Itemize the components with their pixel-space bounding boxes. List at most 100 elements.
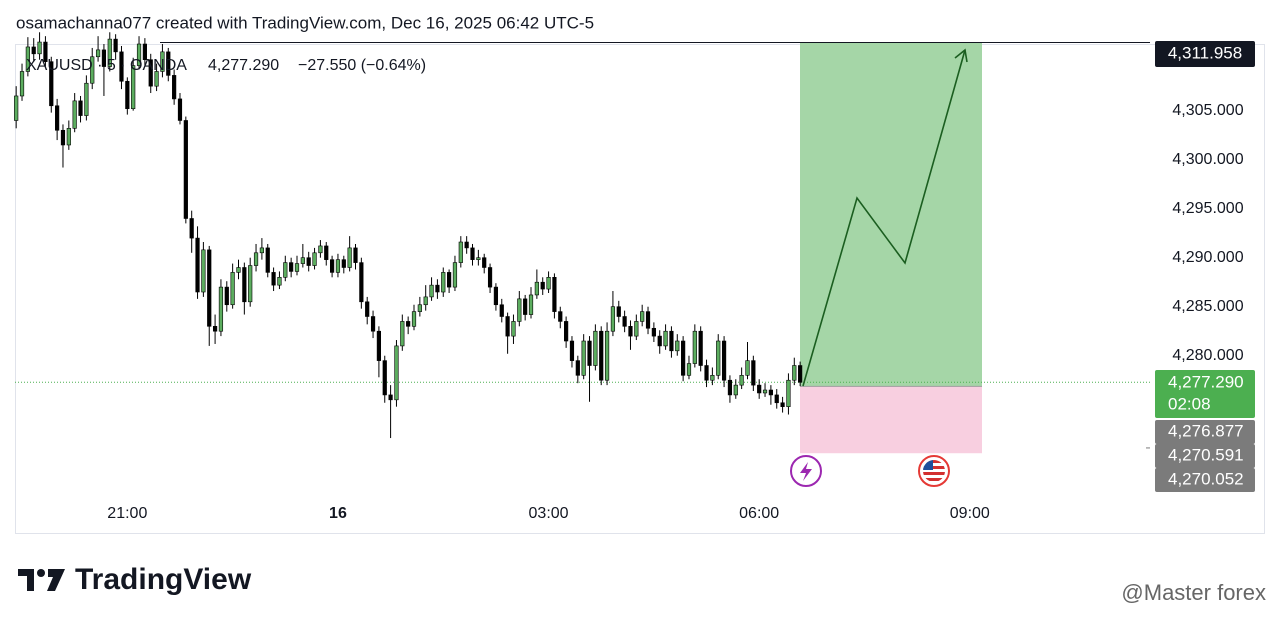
candle-body — [136, 43, 142, 66]
candle-body — [745, 360, 750, 376]
candle-body — [528, 294, 534, 315]
candle-body — [721, 340, 727, 381]
x-tick-label: 09:00 — [950, 505, 990, 522]
candle-body — [353, 247, 358, 263]
candle-body — [218, 286, 224, 332]
candle-body — [14, 95, 19, 121]
x-tick-label: 06:00 — [739, 505, 779, 522]
candle-body — [669, 330, 674, 352]
candle-body — [458, 241, 463, 263]
candle-body — [370, 316, 376, 332]
candle-body — [581, 340, 586, 376]
x-tick-label: 03:00 — [529, 505, 569, 522]
candle-body — [49, 61, 54, 107]
candle-body — [43, 41, 48, 62]
candle-body — [72, 100, 77, 129]
candle-body — [681, 340, 686, 376]
candle-body — [686, 363, 692, 376]
candle-body — [774, 394, 779, 404]
candle-body — [95, 49, 101, 58]
candle-body — [798, 365, 803, 383]
candle-body — [511, 321, 516, 337]
candle-body — [253, 252, 259, 266]
candle-body — [376, 330, 382, 361]
candle-body — [212, 326, 218, 332]
candle-body — [101, 49, 107, 67]
candle-body — [55, 105, 60, 131]
candle-body — [651, 327, 656, 337]
y-tick-label: 4,295.000 — [1172, 200, 1243, 217]
y-tick-label: 4,305.000 — [1172, 102, 1243, 119]
candle-body — [265, 247, 270, 273]
candle-body — [692, 330, 697, 364]
y-tick-label: 4,290.000 — [1172, 249, 1243, 266]
candle-body — [119, 51, 124, 82]
candle-body — [564, 321, 569, 342]
legend-symbol: XAUUSD · 5 · OANDA — [26, 57, 187, 74]
candle-body — [604, 330, 610, 381]
candle-body — [575, 360, 580, 376]
candle-body — [78, 100, 83, 116]
countdown-label: 02:08 — [1168, 394, 1211, 413]
candle-body — [616, 306, 621, 317]
candle-body — [476, 257, 481, 260]
y-tick-label: 4,280.000 — [1172, 347, 1243, 364]
stop-label-box — [1155, 468, 1255, 492]
candle-body — [429, 284, 434, 298]
candle-body — [37, 41, 42, 55]
candle-body — [183, 120, 188, 219]
candle-body — [768, 389, 773, 396]
candle-body — [166, 51, 171, 76]
candle-body — [341, 259, 346, 268]
candle-body — [248, 265, 253, 303]
candle-body — [704, 365, 709, 381]
candle-body — [394, 345, 399, 401]
candle-body — [131, 65, 136, 110]
profit-zone — [800, 42, 982, 387]
candle-body — [195, 237, 200, 293]
candle-body — [464, 241, 469, 249]
us-flag — [923, 460, 945, 482]
entry-label-box — [1155, 420, 1255, 444]
candle-body — [31, 46, 36, 55]
candle-body — [534, 281, 539, 296]
candle-body — [294, 263, 300, 272]
candle-body — [154, 71, 159, 87]
candle-body — [423, 296, 428, 306]
candle-body — [347, 247, 352, 268]
candle-body — [762, 389, 768, 394]
candle-body — [441, 272, 446, 293]
candle-body — [306, 257, 311, 266]
candle-body — [493, 286, 499, 306]
candle-body — [224, 286, 229, 306]
candle-body — [675, 340, 680, 352]
candle-body — [259, 247, 264, 254]
axes: 21:00 16 03:00 06:00 09:00 4,280.000 4,285.000… — [107, 41, 1255, 522]
candle-body — [400, 321, 405, 347]
candle-body — [710, 375, 715, 381]
candle-body — [242, 267, 247, 303]
candle-body — [271, 272, 276, 286]
candle-body — [634, 321, 639, 337]
candle-body — [388, 394, 393, 401]
candle-body — [739, 375, 744, 386]
candle-body — [230, 272, 235, 306]
candle-body — [335, 259, 341, 273]
candle-body — [177, 98, 183, 121]
candle-body — [552, 277, 557, 312]
candle-body — [417, 304, 422, 312]
candle-body — [780, 402, 785, 407]
candles — [14, 32, 803, 439]
entry-label: 4,276.877 — [1168, 421, 1244, 440]
x-tick-label: 16 — [329, 505, 347, 522]
candle-body — [207, 249, 212, 327]
candle-body — [107, 38, 112, 67]
candle-body — [148, 59, 153, 87]
y-tick-label: 4,300.000 — [1172, 151, 1243, 168]
level-label-box — [1155, 444, 1255, 468]
candle-body — [610, 306, 616, 332]
candle-body — [499, 304, 504, 317]
candle-body — [470, 247, 475, 260]
candle-body — [622, 316, 627, 327]
candle-body — [523, 298, 528, 315]
